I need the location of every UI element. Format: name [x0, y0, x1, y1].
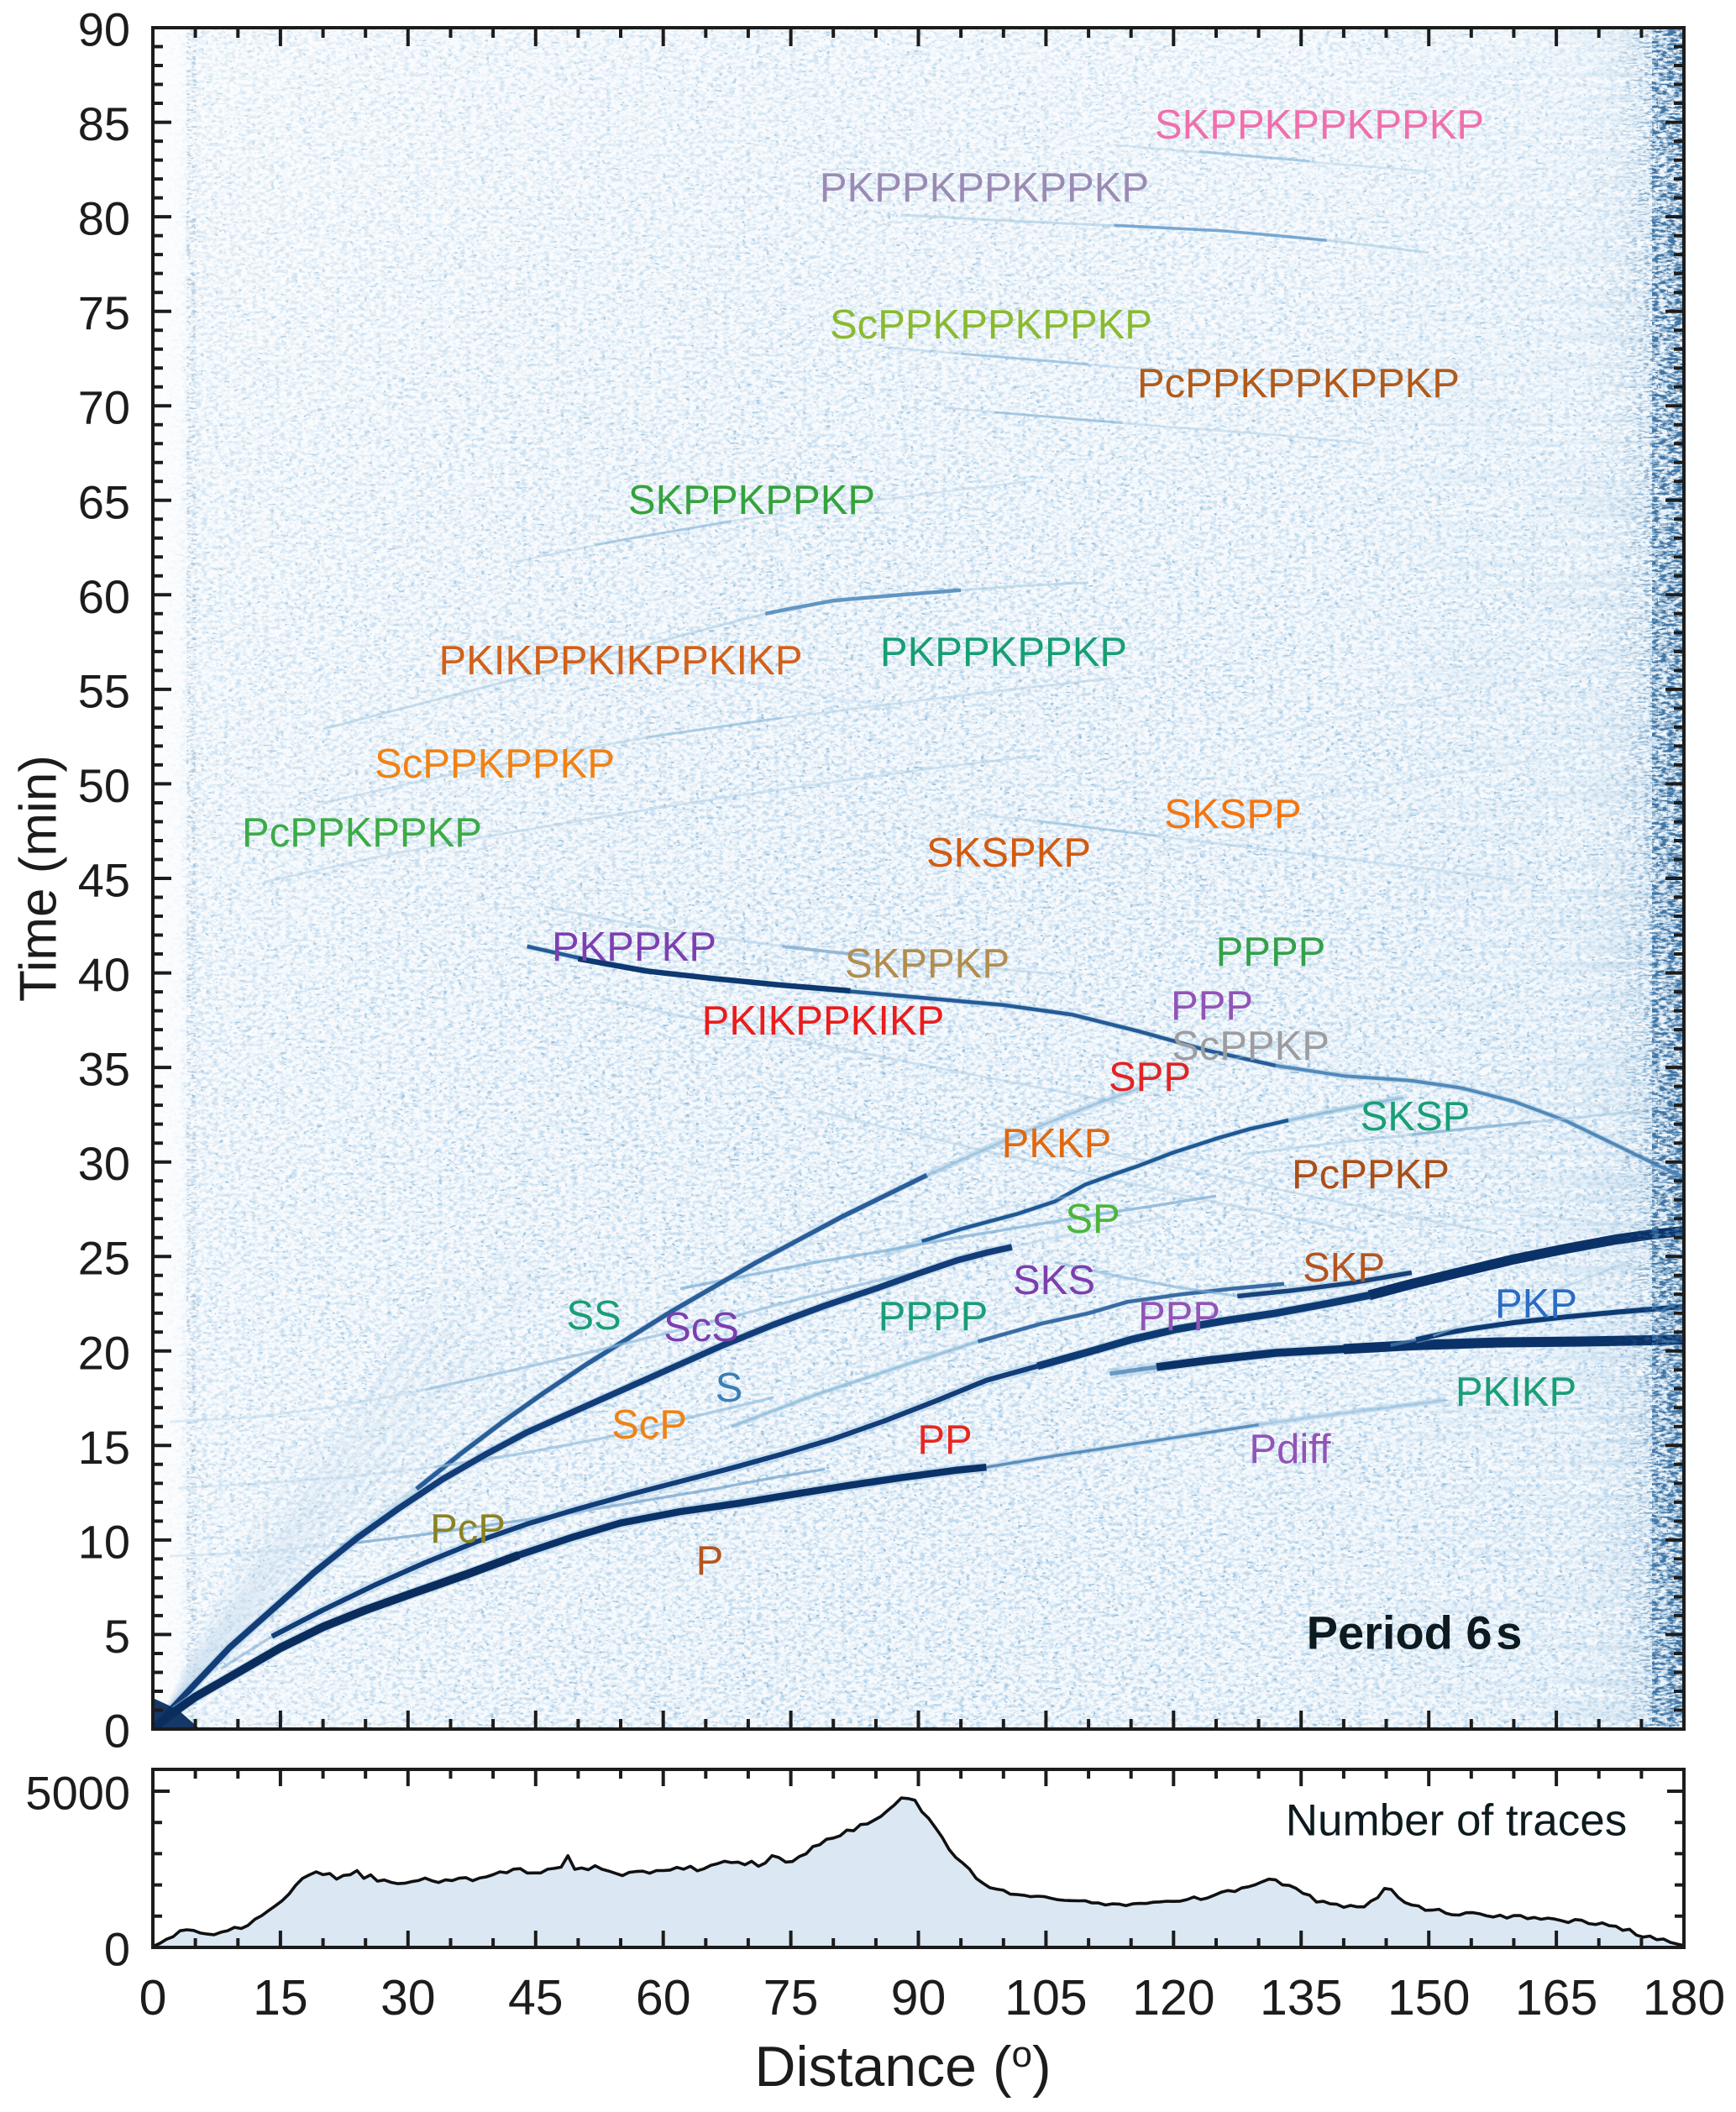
- svg-text:SKP: SKP: [1303, 1245, 1385, 1291]
- svg-text:70: 70: [78, 381, 130, 434]
- svg-text:135: 135: [1260, 1970, 1342, 2026]
- svg-text:SKSPP: SKSPP: [1164, 792, 1301, 837]
- svg-text:15: 15: [78, 1421, 130, 1474]
- svg-text:ScPPKP: ScPPKP: [1172, 1024, 1330, 1069]
- svg-text:PPP: PPP: [1138, 1294, 1220, 1339]
- svg-text:SKS: SKS: [1013, 1258, 1095, 1303]
- svg-text:75: 75: [78, 286, 130, 339]
- svg-text:35: 35: [78, 1043, 130, 1096]
- svg-text:PKIKP: PKIKP: [1455, 1370, 1576, 1415]
- svg-text:165: 165: [1515, 1970, 1597, 2026]
- svg-text:150: 150: [1387, 1970, 1470, 2026]
- svg-text:45: 45: [78, 854, 130, 907]
- svg-text:SKPPKPPKP: SKPPKPPKP: [628, 478, 875, 523]
- svg-text:S: S: [716, 1365, 743, 1411]
- svg-text:Time (min): Time (min): [10, 755, 68, 1002]
- svg-text:PPPP: PPPP: [878, 1294, 989, 1339]
- svg-text:SKPPKPPKPPKP: SKPPKPPKPPKP: [1155, 102, 1484, 148]
- svg-text:Period 6 s: Period 6 s: [1307, 1606, 1523, 1659]
- svg-text:65: 65: [78, 475, 130, 528]
- svg-text:SP: SP: [1065, 1197, 1120, 1242]
- svg-text:PPP: PPP: [1171, 983, 1253, 1029]
- svg-text:85: 85: [78, 97, 130, 150]
- svg-text:55: 55: [78, 664, 130, 717]
- svg-text:PKIKPPKIKPPKIKP: PKIKPPKIKPPKIKP: [438, 638, 802, 684]
- svg-text:SKSP: SKSP: [1361, 1094, 1471, 1140]
- svg-text:80: 80: [78, 192, 130, 245]
- svg-text:PKPPKPPKPPKP: PKPPKPPKPPKP: [820, 165, 1149, 211]
- svg-text:120: 120: [1132, 1970, 1214, 2026]
- svg-text:PP: PP: [917, 1418, 972, 1463]
- svg-text:5: 5: [104, 1610, 130, 1663]
- svg-text:PKP: PKP: [1495, 1281, 1577, 1327]
- svg-text:105: 105: [1004, 1970, 1087, 2026]
- svg-text:0: 0: [104, 1923, 130, 1976]
- svg-text:PKKP: PKKP: [1002, 1121, 1112, 1166]
- svg-text:ScS: ScS: [663, 1305, 739, 1350]
- svg-text:ScP: ScP: [611, 1402, 687, 1448]
- svg-text:PKPPKPPKP: PKPPKPPKP: [880, 630, 1127, 675]
- svg-text:PcP: PcP: [430, 1507, 506, 1552]
- svg-text:Pdiff: Pdiff: [1249, 1427, 1331, 1472]
- svg-text:P: P: [696, 1538, 724, 1584]
- svg-text:PPPP: PPPP: [1216, 930, 1326, 975]
- svg-text:SPP: SPP: [1109, 1055, 1191, 1100]
- svg-text:0: 0: [139, 1970, 167, 2026]
- svg-text:60: 60: [78, 570, 130, 623]
- svg-text:Number of traces: Number of traces: [1286, 1796, 1627, 1846]
- svg-text:Distance (o): Distance (o): [754, 2034, 1051, 2099]
- svg-text:ScPPKPPKP: ScPPKPPKP: [375, 742, 615, 787]
- svg-text:PKIKPPKIKP: PKIKPPKIKP: [702, 998, 945, 1044]
- svg-text:50: 50: [78, 759, 130, 812]
- svg-text:30: 30: [78, 1137, 130, 1190]
- svg-text:40: 40: [78, 948, 130, 1001]
- svg-text:15: 15: [253, 1970, 308, 2026]
- svg-text:90: 90: [891, 1970, 947, 2026]
- svg-text:90: 90: [78, 3, 130, 56]
- svg-text:25: 25: [78, 1232, 130, 1285]
- svg-text:5000: 5000: [25, 1767, 130, 1820]
- svg-text:ScPPKPPKPPKP: ScPPKPPKPPKP: [830, 302, 1152, 348]
- svg-text:180: 180: [1643, 1970, 1725, 2026]
- svg-text:PcPPKPPKPPKP: PcPPKPPKPPKP: [1137, 361, 1460, 406]
- svg-text:PcPPKPPKP: PcPPKPPKP: [242, 810, 482, 856]
- svg-text:60: 60: [636, 1970, 691, 2026]
- svg-text:45: 45: [508, 1970, 564, 2026]
- svg-text:10: 10: [78, 1515, 130, 1568]
- svg-text:PcPPKP: PcPPKP: [1292, 1152, 1450, 1197]
- svg-text:30: 30: [380, 1970, 436, 2026]
- svg-text:SS: SS: [566, 1293, 621, 1339]
- svg-text:PKPPKP: PKPPKP: [552, 925, 716, 970]
- svg-text:0: 0: [104, 1705, 130, 1758]
- svg-text:20: 20: [78, 1326, 130, 1379]
- svg-text:75: 75: [763, 1970, 819, 2026]
- svg-text:SKPPKP: SKPPKP: [845, 941, 1010, 987]
- svg-text:SKSPKP: SKSPKP: [926, 831, 1091, 876]
